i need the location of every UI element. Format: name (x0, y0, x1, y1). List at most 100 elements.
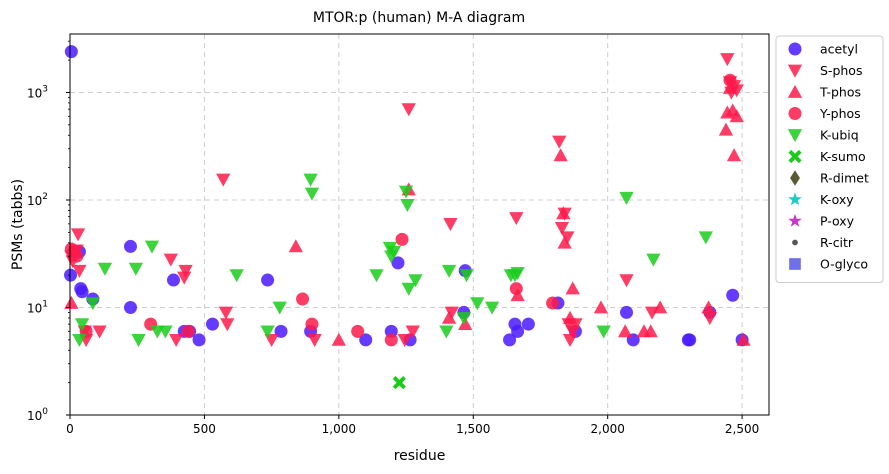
data-point-acetyl (75, 285, 89, 299)
data-point-t-phos (288, 239, 303, 253)
legend-marker-p-oxy (788, 213, 802, 227)
data-point-k-ubiq (456, 312, 472, 326)
data-point-t-phos (331, 332, 346, 346)
legend-marker-y-phos (788, 107, 802, 120)
data-point-k-sumo (392, 376, 406, 390)
data-point-k-ubiq (400, 199, 415, 213)
data-point-s-phos (562, 334, 578, 348)
data-point-s-phos (560, 231, 575, 245)
y-tick-label: 101 (27, 299, 48, 315)
data-point-k-ubiq (439, 325, 454, 339)
data-point-acetyl (64, 45, 78, 59)
data-point-k-ubiq (646, 253, 661, 267)
y-tick-exponent: 1 (42, 299, 48, 309)
legend-marker-k-oxy (788, 192, 802, 206)
y-tick-exponent: 3 (42, 84, 48, 94)
data-point-acetyl (391, 256, 405, 270)
data-point-acetyl (123, 300, 137, 314)
data-point-s-phos (702, 312, 718, 326)
data-point-k-ubiq (510, 267, 525, 281)
data-point-t-phos (718, 122, 734, 136)
legend-label-r-dimet: R-dimet (820, 171, 869, 186)
data-point-k-ubiq (459, 269, 474, 283)
data-point-k-ubiq (97, 262, 113, 276)
chart-title: MTOR:p (human) M-A diagram (313, 10, 525, 26)
data-point-t-phos (618, 324, 633, 338)
data-point-y-phos (546, 296, 560, 310)
legend-marker-r-dimet (790, 170, 800, 186)
legend-label-o-glyco: O-glyco (820, 257, 868, 272)
data-point-t-phos (553, 148, 568, 162)
data-point-k-ubiq (484, 301, 500, 315)
data-point-y-phos (723, 73, 737, 87)
data-point-k-ubiq (470, 297, 485, 311)
legend-label-r-citr: R-citr (820, 235, 854, 250)
data-point-acetyl (620, 305, 634, 319)
data-point-s-phos (72, 264, 87, 278)
x-tick-label: 2,000 (591, 422, 625, 436)
data-point-s-phos (554, 222, 570, 236)
y-tick-base: 10 (27, 409, 42, 423)
data-point-t-phos (726, 148, 742, 162)
data-point-y-phos (384, 333, 398, 347)
data-point-k-ubiq (369, 269, 384, 283)
legend-label-t-phos: T-phos (819, 85, 861, 100)
data-point-s-phos (444, 306, 459, 320)
data-point-k-ubiq (596, 325, 611, 339)
legend-marker-k-sumo (788, 149, 802, 164)
grid-lines (69, 34, 769, 416)
data-point-k-ubiq (144, 240, 160, 254)
data-point-s-phos (218, 306, 234, 320)
data-point-y-phos (181, 324, 195, 338)
data-point-k-ubiq (698, 231, 713, 245)
legend: acetyl S-phos T-phos Y-phos K-ubiq K-sumo R-di… (775, 35, 884, 283)
data-point-s-phos (405, 325, 420, 339)
legend-label-k-sumo: K-sumo (820, 149, 866, 164)
legend-marker-acetyl (788, 42, 802, 56)
legend-marker-t-phos (787, 84, 803, 98)
data-point-acetyl (123, 239, 137, 253)
data-point-s-phos (307, 334, 322, 348)
legend-label-s-phos: S-phos (820, 63, 862, 78)
data-point-t-phos (643, 324, 658, 338)
data-point-s-phos (169, 334, 184, 348)
plot-frame (69, 33, 770, 416)
legend-marker-k-ubiq (787, 129, 803, 143)
data-point-t-phos (556, 206, 571, 220)
data-point-k-ubiq (74, 318, 90, 332)
data-point-s-phos (552, 135, 567, 149)
data-point-y-phos (305, 317, 319, 331)
data-point-k-ubiq (272, 301, 287, 315)
data-point-y-phos (509, 282, 523, 296)
legend-label-y-phos: Y-phos (819, 106, 861, 121)
legend-marker-r-citr (792, 239, 798, 246)
y-tick-label: 102 (27, 192, 48, 208)
data-point-s-phos (443, 217, 458, 231)
data-point-acetyl (192, 333, 206, 347)
data-point-s-phos (216, 173, 231, 187)
data-point-k-ubiq (158, 325, 173, 339)
data-point-s-phos (720, 53, 735, 67)
data-point-k-ubiq (619, 191, 634, 205)
data-point-k-ubiq (401, 282, 416, 296)
data-point-acetyl (683, 333, 697, 347)
data-point-t-phos (652, 300, 668, 314)
x-tick-label: 2,500 (725, 422, 759, 436)
data-point-t-phos (458, 316, 473, 330)
data-point-t-phos (593, 300, 609, 314)
legend-label-k-oxy: K-oxy (820, 192, 854, 207)
data-point-k-ubiq (128, 262, 144, 276)
data-point-s-phos (178, 264, 193, 278)
data-point-k-ubiq (85, 297, 101, 311)
data-point-k-ubiq (72, 334, 87, 348)
y-tick-label: 100 (27, 407, 48, 423)
data-point-t-phos (701, 300, 716, 314)
data-point-k-ubiq (304, 187, 320, 201)
y-tick-label: 103 (27, 84, 48, 100)
data-point-s-phos (177, 271, 192, 285)
legend-label-p-oxy: P-oxy (820, 214, 855, 229)
y-tick-base: 10 (27, 194, 42, 208)
